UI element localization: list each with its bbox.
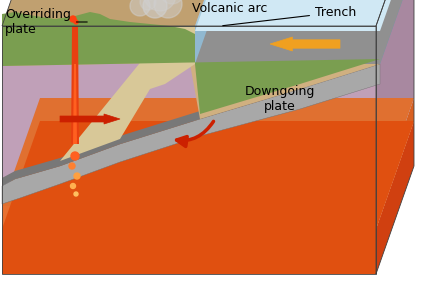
Polygon shape <box>195 0 418 64</box>
Circle shape <box>69 163 75 169</box>
Circle shape <box>74 173 80 179</box>
Polygon shape <box>376 98 414 229</box>
Polygon shape <box>2 0 233 26</box>
Polygon shape <box>2 206 376 229</box>
Polygon shape <box>73 64 77 144</box>
Polygon shape <box>2 26 380 119</box>
Polygon shape <box>376 121 414 274</box>
Circle shape <box>71 152 79 160</box>
Polygon shape <box>2 98 414 206</box>
Text: Overriding
plate: Overriding plate <box>5 8 87 36</box>
Circle shape <box>74 192 78 196</box>
Polygon shape <box>270 37 340 51</box>
Circle shape <box>70 183 76 189</box>
Polygon shape <box>195 26 380 64</box>
Polygon shape <box>2 56 380 186</box>
Circle shape <box>70 16 76 22</box>
Polygon shape <box>2 121 414 229</box>
Polygon shape <box>2 229 376 274</box>
Text: Volcanic arc: Volcanic arc <box>192 2 268 15</box>
Polygon shape <box>195 0 418 31</box>
Polygon shape <box>2 26 376 206</box>
Polygon shape <box>2 12 380 114</box>
Circle shape <box>74 20 78 24</box>
Polygon shape <box>71 26 79 144</box>
Polygon shape <box>2 26 380 114</box>
Circle shape <box>130 0 150 16</box>
Polygon shape <box>195 0 418 26</box>
Text: Trench: Trench <box>223 6 356 26</box>
Polygon shape <box>60 26 195 161</box>
Text: Downgoing
plate: Downgoing plate <box>245 85 315 113</box>
Polygon shape <box>60 114 120 124</box>
Polygon shape <box>2 0 414 26</box>
Polygon shape <box>376 0 414 206</box>
Circle shape <box>144 0 176 11</box>
Circle shape <box>154 0 182 18</box>
Circle shape <box>160 0 184 4</box>
Polygon shape <box>2 64 380 204</box>
Circle shape <box>140 0 156 10</box>
Polygon shape <box>380 0 418 64</box>
Circle shape <box>143 0 167 18</box>
